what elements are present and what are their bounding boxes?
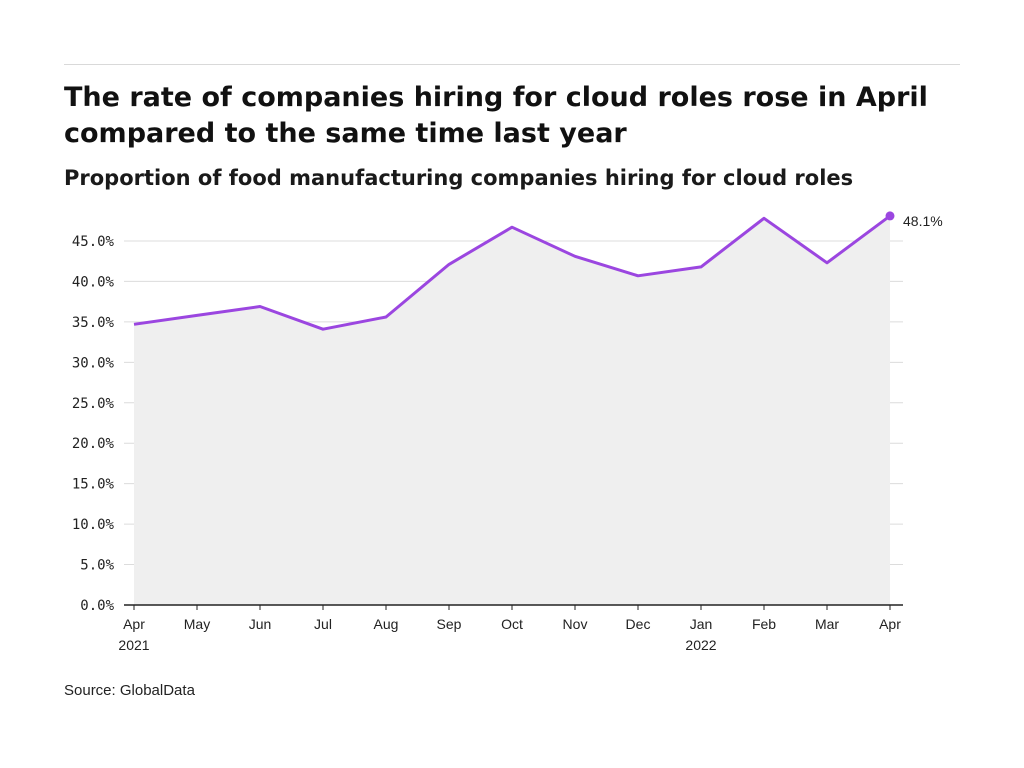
x-tick-label-month: Mar [815,616,839,632]
x-tick-label-month: Apr [123,616,145,632]
end-point-marker [885,211,895,221]
x-tick-label-month: Jul [314,616,332,632]
area-fill [134,215,890,605]
y-tick-label: 35.0% [72,315,115,331]
y-tick-label: 10.0% [72,517,115,533]
x-tick-label-year: 2022 [685,637,716,653]
x-tick-labels: Apr 2021 May Jun Jul Aug Sep Oct Nov Dec Jan 2022 Fe… [118,605,901,653]
x-tick-label-month: May [184,616,210,632]
end-value-label: 48.1% [903,213,943,229]
x-tick-label-month: Feb [752,616,776,632]
x-tick-label-month: Jan [690,616,713,632]
x-tick-label-month: Nov [563,616,588,632]
x-tick-label-month: Sep [437,616,462,632]
y-tick-label: 25.0% [72,396,115,412]
x-tick-label-month: Dec [626,616,651,632]
source-note: Source: GlobalData [64,682,195,699]
chart-subtitle: Proportion of food manufacturing compani… [64,166,854,190]
y-tick-label: 5.0% [80,558,114,574]
series-line [133,214,891,331]
y-tick-labels: 0.0% 5.0% 10.0% 15.0% 20.0% 25.0% 30.0% 35.0% 40… [72,234,115,614]
top-rule [64,64,960,65]
chart-title: The rate of companies hiring for cloud r… [64,82,928,149]
x-tick-label-month: Jun [249,616,272,632]
y-tick-label: 20.0% [72,436,115,452]
y-tick-label: 15.0% [72,477,115,493]
x-tick-label-year: 2021 [118,637,149,653]
y-tick-label: 40.0% [72,274,115,290]
x-tick-label-month: Aug [374,616,399,632]
y-tick-label: 0.0% [80,598,114,614]
x-tick-label-month: Apr [879,616,901,632]
y-tick-label: 30.0% [72,355,115,371]
x-tick-label-month: Oct [501,616,523,632]
line-chart: 0.0% 5.0% 10.0% 15.0% 20.0% 25.0% 30.0% 35.0% 40… [72,211,943,653]
y-tick-label: 45.0% [72,234,115,250]
